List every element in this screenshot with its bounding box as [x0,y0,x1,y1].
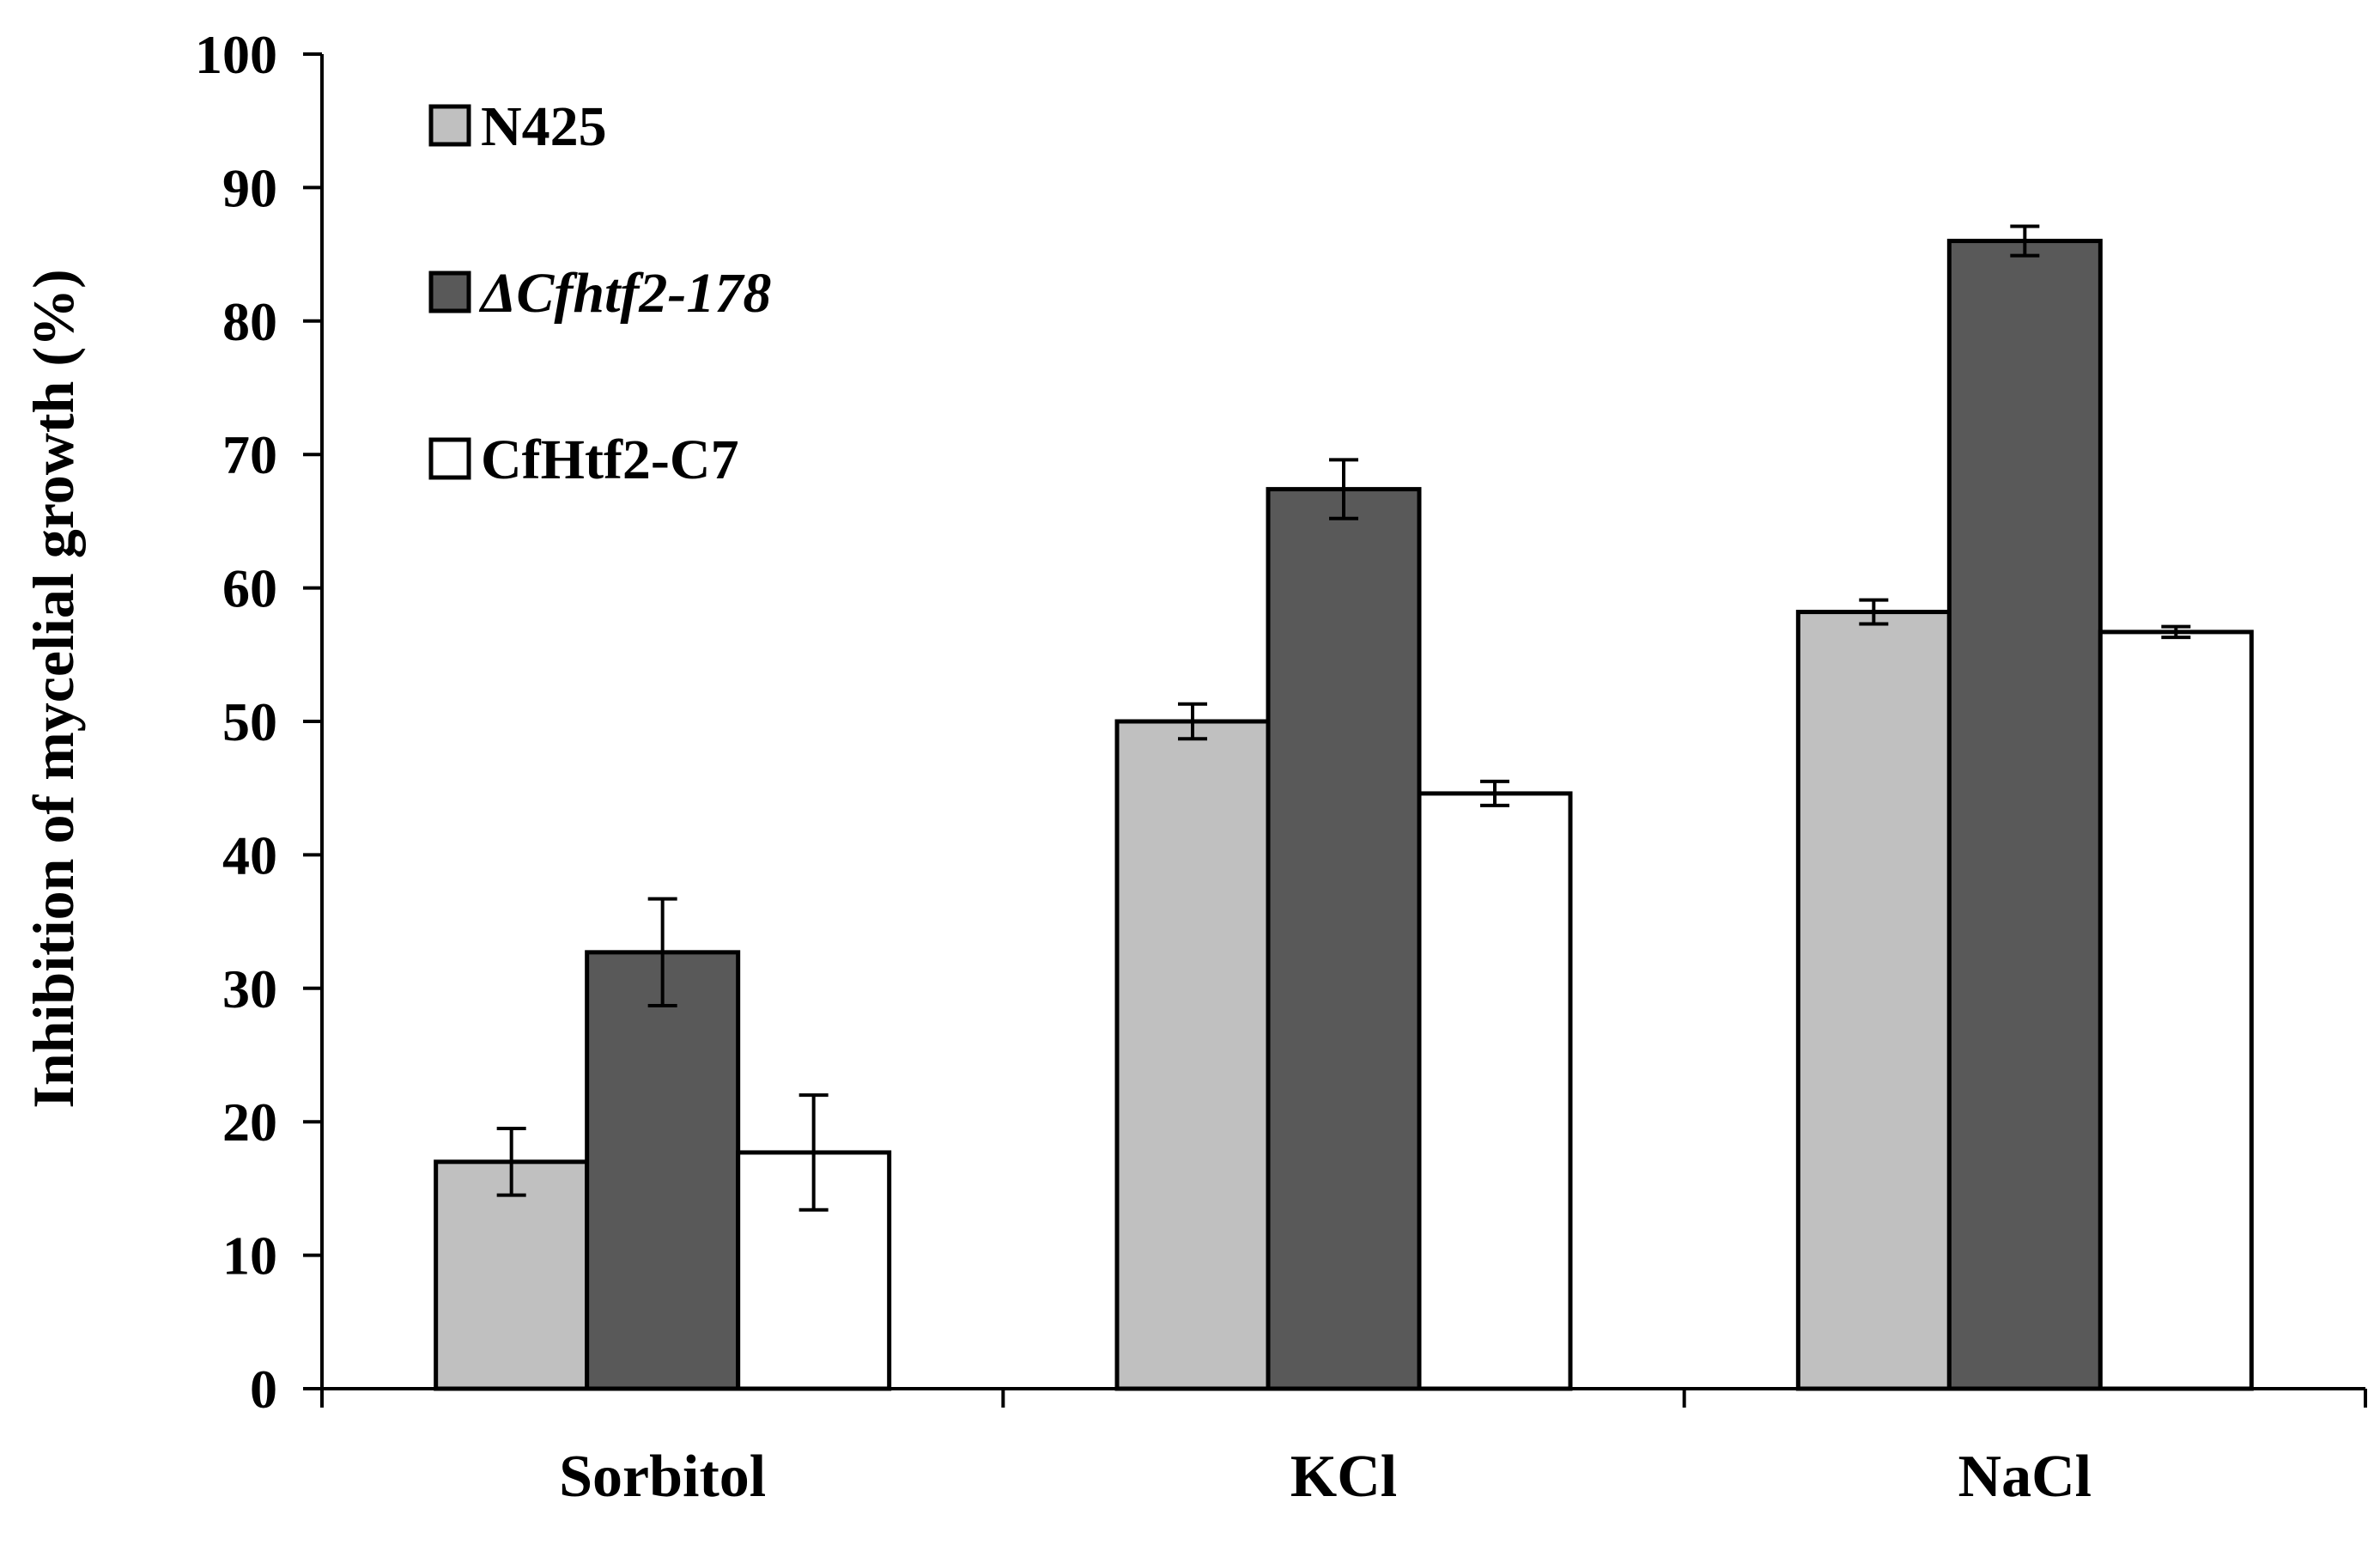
y-tick-label: 70 [222,424,277,485]
y-tick-label: 90 [222,157,277,218]
bar-CfHtf2-C7-nacl [2098,630,2254,1391]
legend-label: ΔCfhtf2-178 [478,262,771,325]
y-axis-label: Inhibition of mycelial growth (%) [21,269,86,1108]
bar-Cfhtf2-178-kcl [1266,487,1422,1391]
y-tick-label: 0 [250,1359,277,1420]
y-tick-label: 10 [222,1226,277,1286]
legend-swatch [428,104,471,147]
y-tick-label: 20 [222,1092,277,1153]
bar-CfHtf2-C7-sorbitol [736,1150,892,1391]
x-category-label: NaCl [1958,1444,2092,1510]
bar-N425-sorbitol [434,1159,590,1391]
y-tick-label: 30 [222,958,277,1019]
legend-label: CfHtf2-C7 [481,429,739,491]
bar-CfHtf2-C7-kcl [1417,791,1573,1391]
x-category-label: KCl [1290,1444,1397,1510]
legend-swatch [428,437,471,480]
y-tick-label: 60 [222,558,277,619]
y-tick-label: 80 [222,291,277,352]
legend-swatch [428,271,471,313]
tick-labels: 0 10 20 30 40 50 60 70 80 90 100 Sorbitol KCl NaCl [195,24,2092,1510]
bar-Cfhtf2-178-nacl [1946,239,2103,1391]
y-tick-label: 50 [222,691,277,752]
x-category-label: Sorbitol [559,1444,766,1510]
bar-N425-kcl [1114,719,1271,1391]
legend-label: N425 [481,95,607,158]
error-bars [496,224,2191,1212]
y-tick-label: 40 [222,824,277,885]
bars [434,239,2254,1391]
bar-Cfhtf2-178-sorbitol [585,950,741,1391]
y-tick-label: 100 [195,24,277,85]
legend: N425 ΔCfhtf2-178 CfHtf2-C7 [428,95,771,491]
bar-N425-nacl [1795,610,1952,1391]
